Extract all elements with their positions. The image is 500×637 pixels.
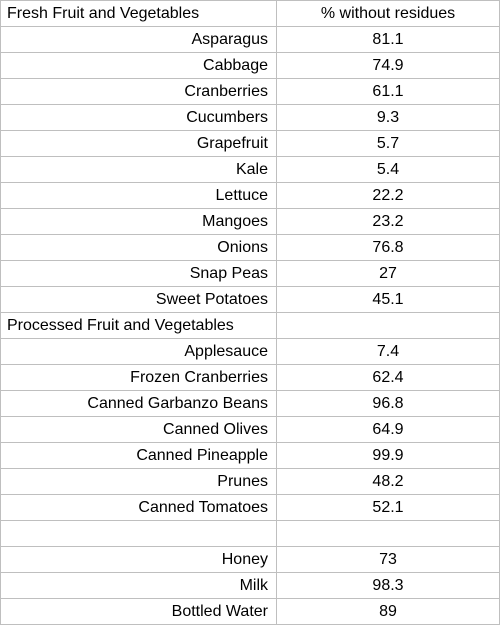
table-row: Honey 73 (0, 545, 500, 573)
fresh-section-header[interactable]: Fresh Fruit and Vegetables (0, 0, 277, 27)
item-value[interactable]: 76.8 (276, 234, 500, 261)
table-row: Asparagus 81.1 (0, 26, 500, 53)
item-value[interactable]: 98.3 (276, 571, 500, 599)
item-value[interactable]: 64.9 (276, 416, 500, 443)
item-name[interactable]: Canned Tomatoes (0, 494, 277, 521)
empty-cell[interactable] (276, 520, 500, 547)
table-row: Canned Garbanzo Beans 96.8 (0, 390, 500, 417)
item-value[interactable]: 45.1 (276, 286, 500, 313)
item-name[interactable]: Asparagus (0, 26, 277, 53)
item-value[interactable]: 22.2 (276, 182, 500, 209)
item-value[interactable]: 23.2 (276, 208, 500, 235)
item-name[interactable]: Prunes (0, 468, 277, 495)
item-value[interactable]: 27 (276, 260, 500, 287)
table-row: Milk 98.3 (0, 571, 500, 599)
item-value[interactable]: 48.2 (276, 468, 500, 495)
item-name[interactable]: Sweet Potatoes (0, 286, 277, 313)
item-name[interactable]: Cranberries (0, 78, 277, 105)
item-value[interactable]: 89 (276, 597, 500, 625)
table-row: Grapefruit 5.7 (0, 130, 500, 157)
header-row: Fresh Fruit and Vegetables % without res… (0, 0, 500, 27)
item-name[interactable]: Lettuce (0, 182, 277, 209)
item-value[interactable]: 61.1 (276, 78, 500, 105)
table-row: Onions 76.8 (0, 234, 500, 261)
item-name[interactable]: Milk (0, 571, 277, 599)
item-name[interactable]: Bottled Water (0, 597, 277, 625)
item-value[interactable]: 9.3 (276, 104, 500, 131)
percent-column-header[interactable]: % without residues (276, 0, 500, 27)
item-value[interactable]: 99.9 (276, 442, 500, 469)
item-name[interactable]: Canned Pineapple (0, 442, 277, 469)
item-value[interactable]: 5.7 (276, 130, 500, 157)
table-row: Cucumbers 9.3 (0, 104, 500, 131)
item-name[interactable]: Cabbage (0, 52, 277, 79)
item-name[interactable]: Cucumbers (0, 104, 277, 131)
table-row: Frozen Cranberries 62.4 (0, 364, 500, 391)
empty-row (0, 520, 500, 547)
item-name[interactable]: Snap Peas (0, 260, 277, 287)
item-value[interactable]: 74.9 (276, 52, 500, 79)
table-row: Bottled Water 89 (0, 597, 500, 625)
table-row: Canned Pineapple 99.9 (0, 442, 500, 469)
processed-section-header[interactable]: Processed Fruit and Vegetables (0, 312, 277, 339)
item-value[interactable]: 73 (276, 545, 500, 573)
item-name[interactable]: Canned Olives (0, 416, 277, 443)
table-row: Applesauce 7.4 (0, 338, 500, 365)
item-value[interactable]: 52.1 (276, 494, 500, 521)
table-row: Canned Tomatoes 52.1 (0, 494, 500, 521)
processed-header-row: Processed Fruit and Vegetables (0, 312, 500, 339)
table-row: Cabbage 74.9 (0, 52, 500, 79)
item-name[interactable]: Canned Garbanzo Beans (0, 390, 277, 417)
empty-cell[interactable] (276, 312, 500, 339)
item-value[interactable]: 62.4 (276, 364, 500, 391)
table-row: Snap Peas 27 (0, 260, 500, 287)
item-value[interactable]: 96.8 (276, 390, 500, 417)
table-row: Cranberries 61.1 (0, 78, 500, 105)
item-name[interactable]: Onions (0, 234, 277, 261)
table-row: Kale 5.4 (0, 156, 500, 183)
item-name[interactable]: Frozen Cranberries (0, 364, 277, 391)
item-value[interactable]: 5.4 (276, 156, 500, 183)
item-name[interactable]: Grapefruit (0, 130, 277, 157)
item-value[interactable]: 81.1 (276, 26, 500, 53)
table-row: Mangoes 23.2 (0, 208, 500, 235)
table-row: Canned Olives 64.9 (0, 416, 500, 443)
item-name[interactable]: Mangoes (0, 208, 277, 235)
table-row: Prunes 48.2 (0, 468, 500, 495)
item-name[interactable]: Honey (0, 545, 277, 573)
empty-cell[interactable] (0, 520, 277, 547)
item-value[interactable]: 7.4 (276, 338, 500, 365)
table-row: Sweet Potatoes 45.1 (0, 286, 500, 313)
table-row: Lettuce 22.2 (0, 182, 500, 209)
item-name[interactable]: Kale (0, 156, 277, 183)
item-name[interactable]: Applesauce (0, 338, 277, 365)
